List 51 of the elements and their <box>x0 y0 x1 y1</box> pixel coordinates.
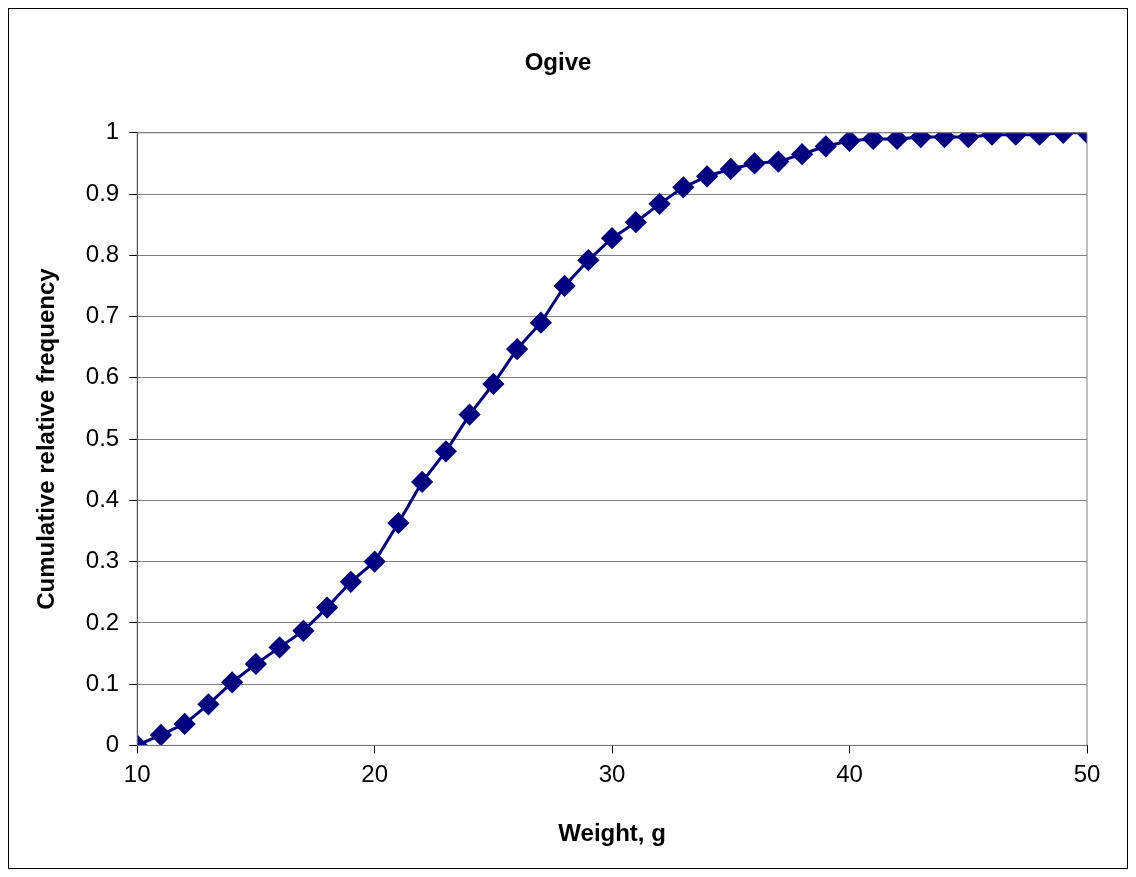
chart-title: Ogive <box>524 48 592 76</box>
point <box>839 132 861 152</box>
point <box>649 193 671 215</box>
point <box>767 151 789 173</box>
point <box>791 143 813 165</box>
point <box>364 551 386 573</box>
point <box>554 275 576 297</box>
point <box>411 471 433 493</box>
point <box>482 373 504 395</box>
point <box>506 338 528 360</box>
y-tick-label: 0 <box>105 730 120 758</box>
point <box>577 249 599 271</box>
y-tick-label: 0.8 <box>85 239 120 267</box>
point <box>744 152 766 174</box>
point <box>197 693 219 715</box>
point <box>150 724 172 746</box>
x-tick-label: 10 <box>123 760 151 788</box>
point <box>269 636 291 658</box>
point <box>316 597 338 619</box>
point <box>672 176 694 198</box>
y-tick-label: 1 <box>105 117 120 145</box>
point <box>387 512 409 534</box>
point <box>601 227 623 249</box>
x-tick-label: 50 <box>1073 760 1101 788</box>
point <box>815 135 837 157</box>
x-tick-label: 30 <box>598 760 626 788</box>
y-tick-label: 0.6 <box>85 362 120 390</box>
point <box>625 211 647 233</box>
point <box>292 620 314 642</box>
y-tick-label: 0.2 <box>85 607 120 635</box>
y-tick-label: 0.5 <box>85 423 120 451</box>
x-tick-label: 40 <box>836 760 863 788</box>
x-tick-label: 20 <box>361 760 388 788</box>
point <box>720 158 742 180</box>
point <box>435 440 457 462</box>
y-tick-label: 0.9 <box>85 178 120 206</box>
point <box>862 132 884 150</box>
y-tick-label: 0.1 <box>85 668 120 696</box>
point <box>696 165 718 187</box>
point <box>221 671 243 693</box>
y-tick-label: 0.3 <box>85 546 120 574</box>
x-axis-title: Weight, g <box>558 819 666 847</box>
point <box>174 713 196 735</box>
y-axis-title: Cumulative relative frequency <box>32 267 60 610</box>
point <box>886 132 908 150</box>
point <box>459 404 481 426</box>
y-tick-label: 0.4 <box>85 484 120 512</box>
point <box>530 312 552 334</box>
y-tick-label: 0.7 <box>85 301 120 329</box>
point <box>245 653 267 675</box>
point <box>340 571 362 593</box>
